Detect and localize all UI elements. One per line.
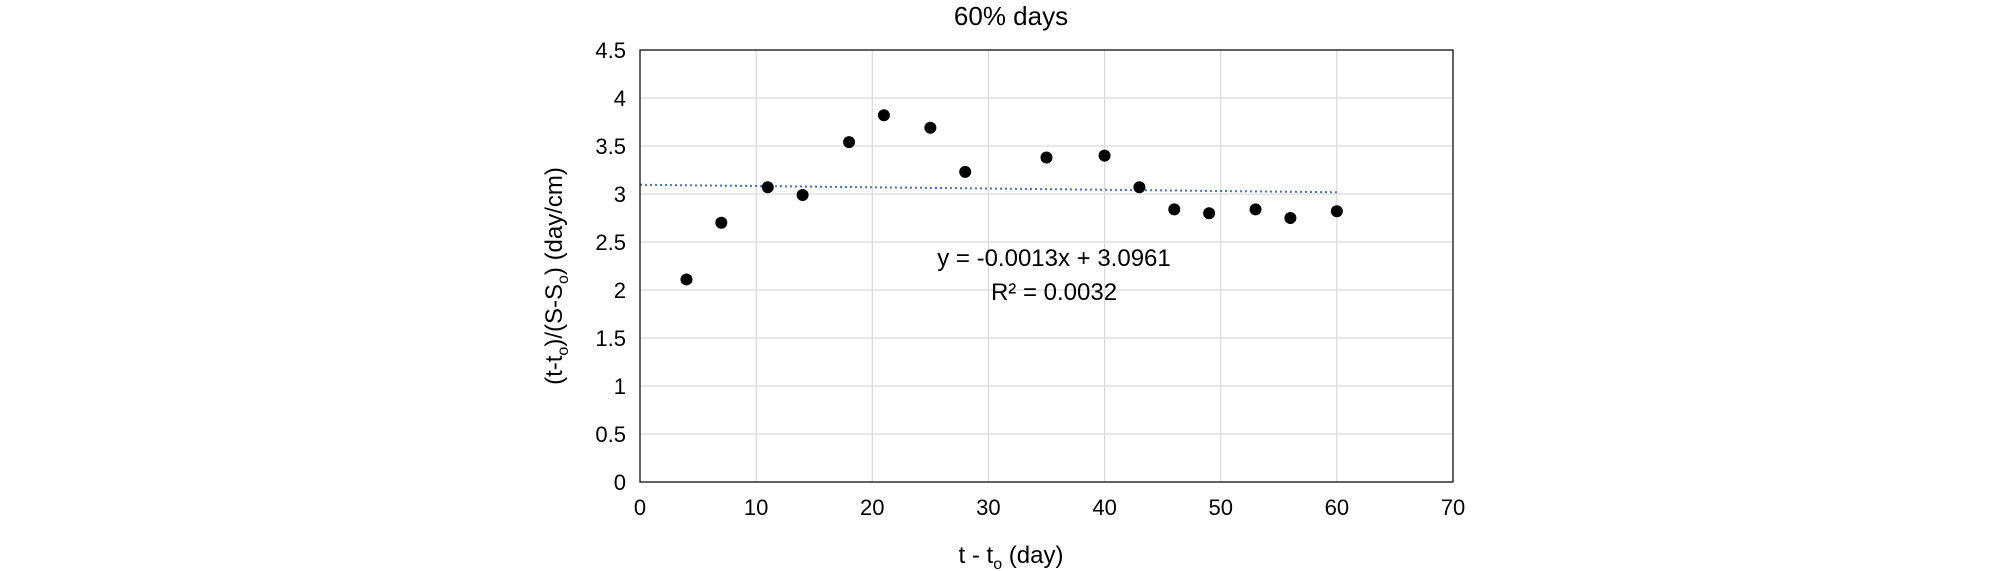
x-tick-label: 0 [634, 495, 646, 520]
y-axis-label: (t-to)/(S-So) (day/cm) [541, 167, 572, 385]
trendline-equation: y = -0.0013x + 3.0961 [937, 245, 1171, 272]
y-tick-label: 2.5 [595, 230, 626, 255]
x-tick-label: 30 [976, 495, 1000, 520]
y-tick-label: 1 [614, 374, 626, 399]
x-tick-label: 70 [1441, 495, 1465, 520]
x-axis-label-subscript: o [993, 556, 1002, 571]
y-tick-label: 0.5 [595, 422, 626, 447]
data-point [1284, 212, 1297, 224]
data-point [843, 136, 856, 149]
x-tick-labels: 0 10 20 30 40 50 60 70 [634, 495, 1465, 520]
plot-area-border [639, 49, 1454, 483]
y-tick-label: 4.5 [595, 38, 626, 63]
y-tick-label: 0 [614, 470, 626, 495]
data-point [877, 109, 890, 122]
data-point [1203, 207, 1216, 220]
x-tick-label: 20 [860, 495, 884, 520]
chart-title: 60% days [954, 1, 1068, 31]
x-tick-label: 50 [1208, 495, 1232, 520]
data-point [680, 273, 693, 286]
y-tick-label: 4 [614, 86, 626, 111]
data-point [1040, 151, 1053, 164]
data-point [1168, 203, 1181, 216]
trendline-r-squared: R² = 0.0032 [991, 279, 1117, 306]
y-tick-label: 3 [614, 182, 626, 207]
x-axis-label-rest: (day) [1002, 542, 1063, 569]
y-tick-label: 1.5 [595, 326, 626, 351]
data-point [924, 121, 937, 134]
y-tick-label: 3.5 [595, 134, 626, 159]
x-tick-label: 10 [744, 495, 768, 520]
x-tick-label: 60 [1325, 495, 1349, 520]
y-tick-label: 2 [614, 278, 626, 303]
x-tick-label: 40 [1092, 495, 1116, 520]
data-point [796, 188, 809, 201]
data-point [959, 165, 972, 178]
x-axis-label: t - to (day) [959, 542, 1064, 571]
data-point [761, 181, 774, 194]
data-point [715, 216, 728, 229]
data-point [1249, 203, 1262, 216]
data-point [1098, 149, 1111, 162]
trendline [639, 183, 1337, 194]
data-point [1133, 181, 1146, 194]
y-tick-labels: 0 0.5 1 1.5 2 2.5 3 3.5 4 4.5 [595, 38, 626, 495]
x-axis-label-main: t - t [959, 542, 994, 569]
data-point [1330, 205, 1343, 218]
data-points [680, 109, 1343, 286]
trendline-group [639, 183, 1337, 194]
